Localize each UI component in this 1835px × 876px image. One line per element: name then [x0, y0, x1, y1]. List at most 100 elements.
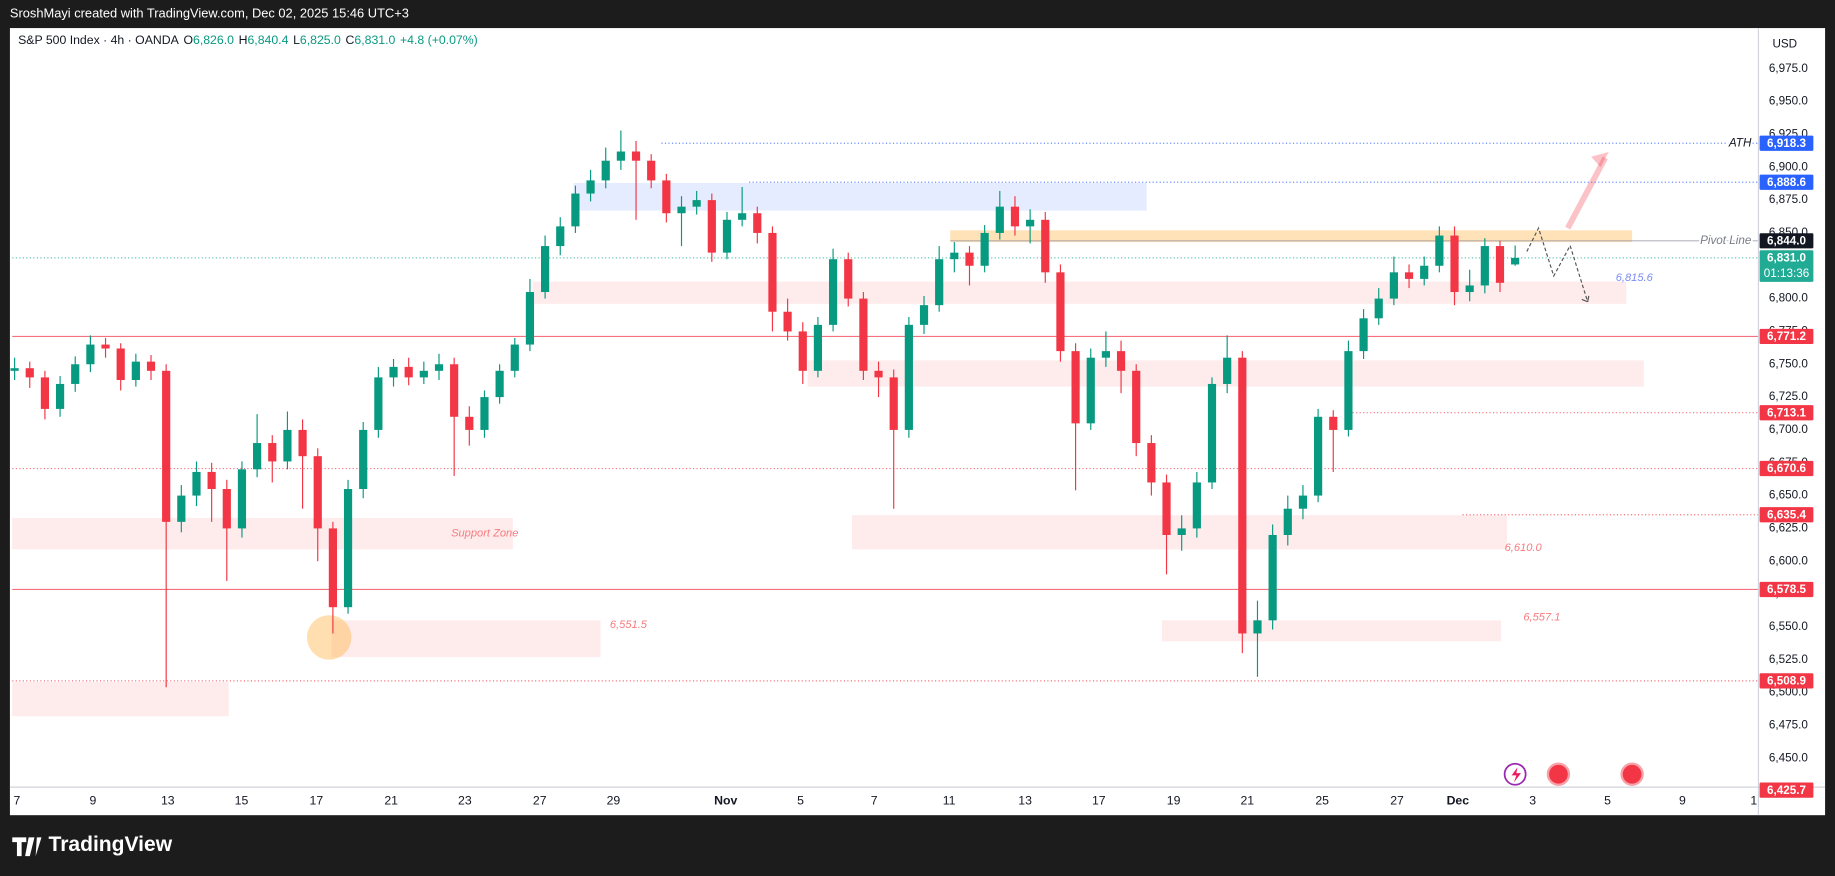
- candle-body: [1192, 482, 1201, 529]
- event-flag: [1620, 762, 1644, 786]
- x-tick-label: 11: [943, 793, 956, 807]
- brand: TradingView: [49, 833, 173, 856]
- candle-body: [1086, 357, 1095, 424]
- candle-body: [101, 344, 110, 349]
- price-label: 6,888.6: [1767, 176, 1806, 189]
- candle-body: [1480, 246, 1489, 286]
- candle-body: [389, 366, 398, 378]
- price-label-box: [1759, 405, 1814, 421]
- candle-body: [495, 370, 504, 398]
- price-label: 6,844.0: [1767, 234, 1806, 247]
- chart-area: [9, 28, 1826, 816]
- change: +4.8 (+0.07%): [400, 33, 478, 47]
- candle-body: [10, 368, 19, 371]
- candle-body: [1253, 620, 1262, 634]
- candle-body: [889, 377, 898, 430]
- candle-body: [192, 471, 201, 496]
- target-arrow: [1565, 156, 1608, 230]
- y-tick-label: 6,650.0: [1769, 489, 1808, 502]
- ohlc-value: 6,825.0: [300, 33, 341, 47]
- zone: [1161, 620, 1502, 642]
- candle-body: [1374, 298, 1383, 319]
- candle-body: [541, 246, 550, 293]
- candle-body: [298, 429, 307, 457]
- candle-body: [1238, 357, 1247, 634]
- price-label-box: [1759, 673, 1814, 689]
- candle-body: [1162, 482, 1171, 535]
- candle-body: [692, 200, 701, 207]
- candle-body: [1329, 416, 1338, 430]
- candle-body: [798, 331, 807, 371]
- candle-body: [935, 259, 944, 306]
- candle-body: [1132, 370, 1141, 444]
- candle-body: [919, 305, 929, 325]
- countdown: 01:13:36: [1764, 267, 1810, 280]
- candle-body: [647, 160, 656, 181]
- candle-body: [55, 383, 65, 409]
- y-tick-label: 6,625.0: [1769, 522, 1808, 535]
- brand-logo: [12, 837, 42, 857]
- candle-body: [1283, 508, 1292, 535]
- x-tick-label: 9: [90, 793, 97, 807]
- y-tick-label: 6,975.0: [1769, 62, 1808, 75]
- levels: [12, 142, 1759, 682]
- price-label-box: [1759, 250, 1814, 282]
- candle-body: [71, 364, 80, 384]
- x-tick-label: 7: [871, 793, 878, 807]
- candle-body: [313, 456, 322, 529]
- attribution: SroshMayi created with TradingView.com, …: [10, 5, 409, 20]
- currency: USD: [1772, 38, 1797, 51]
- projection-path: [1526, 226, 1589, 302]
- candle-body: [904, 324, 913, 430]
- x-tick-label: 5: [797, 793, 804, 807]
- price-label-box: [1759, 460, 1814, 477]
- y-tick-label: 6,700.0: [1769, 423, 1808, 436]
- x-tick-label: 15: [235, 793, 249, 807]
- candle-body: [1435, 235, 1444, 266]
- candle-body: [844, 259, 853, 299]
- price-annotation: 6,551.5: [610, 619, 648, 631]
- zone: [573, 183, 1147, 211]
- price-label-box: [1759, 507, 1814, 523]
- y-tick-label: 6,500.0: [1769, 686, 1808, 699]
- y-tick-label: 6,875.0: [1769, 193, 1808, 206]
- candle-body: [707, 200, 716, 253]
- y-tick-label: 6,475.0: [1769, 718, 1808, 731]
- x-tick-label: 21: [384, 793, 398, 807]
- candle-body: [1026, 219, 1035, 227]
- price-label: 6,831.0: [1767, 252, 1806, 265]
- zone: [331, 620, 601, 658]
- projection-arrowhead: [1581, 295, 1590, 303]
- candle-body: [768, 232, 777, 312]
- candle-body: [359, 429, 368, 490]
- x-tick-label: 25: [1315, 793, 1329, 807]
- target-arrowhead: [1591, 152, 1609, 168]
- zone: [532, 281, 1627, 304]
- candle-body: [965, 252, 974, 266]
- candle-body: [525, 292, 535, 345]
- y-tick-label: 6,725.0: [1769, 390, 1808, 403]
- price-label-box: [1759, 174, 1814, 190]
- candle-body: [1298, 495, 1308, 509]
- x-tick-label: 17: [1092, 793, 1106, 807]
- x-tick-label: Dec: [1447, 793, 1470, 807]
- price-label: 6,425.7: [1767, 784, 1806, 797]
- x-tick-label: 17: [310, 793, 324, 807]
- candle-body: [116, 348, 125, 381]
- price-label-box: [1759, 581, 1814, 598]
- candle-body: [465, 416, 474, 430]
- legend: S&P 500 Index · 4h · OANDA O6,826.0 H6,840…: [18, 33, 478, 47]
- candle-body: [950, 252, 959, 260]
- candle-body: [162, 370, 171, 522]
- y-tick-label: 6,450.0: [1769, 751, 1808, 764]
- candle-body: [237, 469, 247, 529]
- candle-body: [434, 364, 444, 371]
- ohlc-value: 6,840.4: [247, 33, 288, 47]
- price-label-box: [1759, 135, 1814, 151]
- candle-body: [571, 193, 580, 227]
- event-flag: [1546, 762, 1571, 786]
- level-name: ATH: [1728, 136, 1752, 149]
- candle-body: [1450, 235, 1459, 293]
